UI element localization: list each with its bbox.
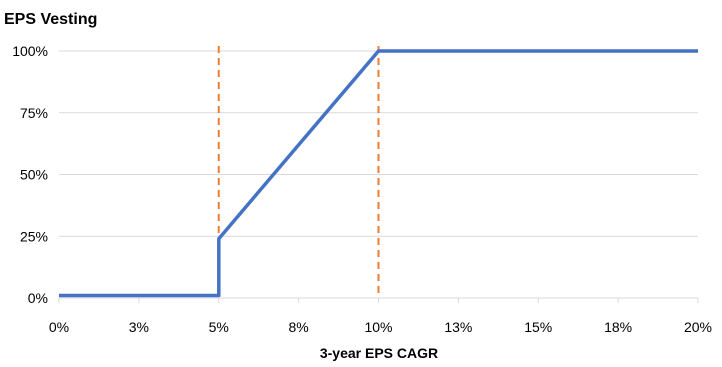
x-axis-label: 3-year EPS CAGR [320,345,438,361]
x-tick-label: 10% [364,319,392,335]
x-tick-label: 20% [684,319,712,335]
series-line [59,49,698,298]
y-tick-label: 50% [20,167,48,183]
x-tick-label: 15% [524,319,552,335]
series-group [59,49,698,298]
x-tick-label: 3% [129,319,149,335]
x-tick-label: 5% [209,319,229,335]
x-tick-label: 13% [444,319,472,335]
reference-lines [217,46,380,298]
x-tick-label: 0% [49,319,69,335]
x-axis-ticks: 0% 3% 5% 8% 10% 13% 15% 18% 20% [49,298,712,335]
y-tick-label: 25% [20,228,48,244]
y-axis-ticks: 0% 25% 50% 75% 100% [12,43,48,306]
x-tick-label: 18% [604,319,632,335]
y-tick-label: 0% [28,290,48,306]
x-tick-label: 8% [289,319,309,335]
y-tick-label: 100% [12,43,48,59]
chart-title: EPS Vesting [4,11,97,28]
y-tick-label: 75% [20,105,48,121]
